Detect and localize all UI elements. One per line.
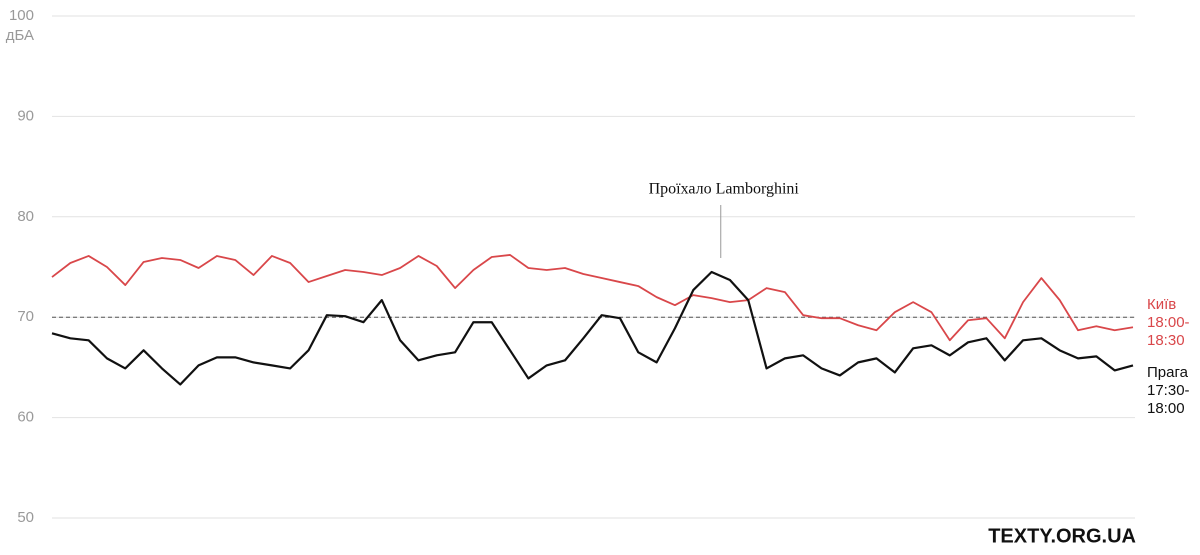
series-line — [51, 254, 1134, 342]
y-tick-label: 100 — [9, 7, 34, 24]
annotation: Проїхало Lamborghini — [649, 181, 800, 198]
y-tick-label: 50 — [17, 509, 34, 526]
y-tick-label: 90 — [17, 107, 34, 124]
y-unit: дБА — [6, 27, 34, 44]
legend-label: Прага 17:30-18:00 — [1147, 364, 1190, 417]
legend-label: Київ 18:00-18:30 — [1147, 296, 1190, 349]
series-line — [51, 270, 1134, 386]
y-tick-label: 70 — [17, 308, 34, 325]
y-tick-label: 80 — [17, 208, 34, 225]
y-tick-label: 60 — [17, 409, 34, 426]
source: TEXTY.ORG.UA — [988, 525, 1136, 547]
